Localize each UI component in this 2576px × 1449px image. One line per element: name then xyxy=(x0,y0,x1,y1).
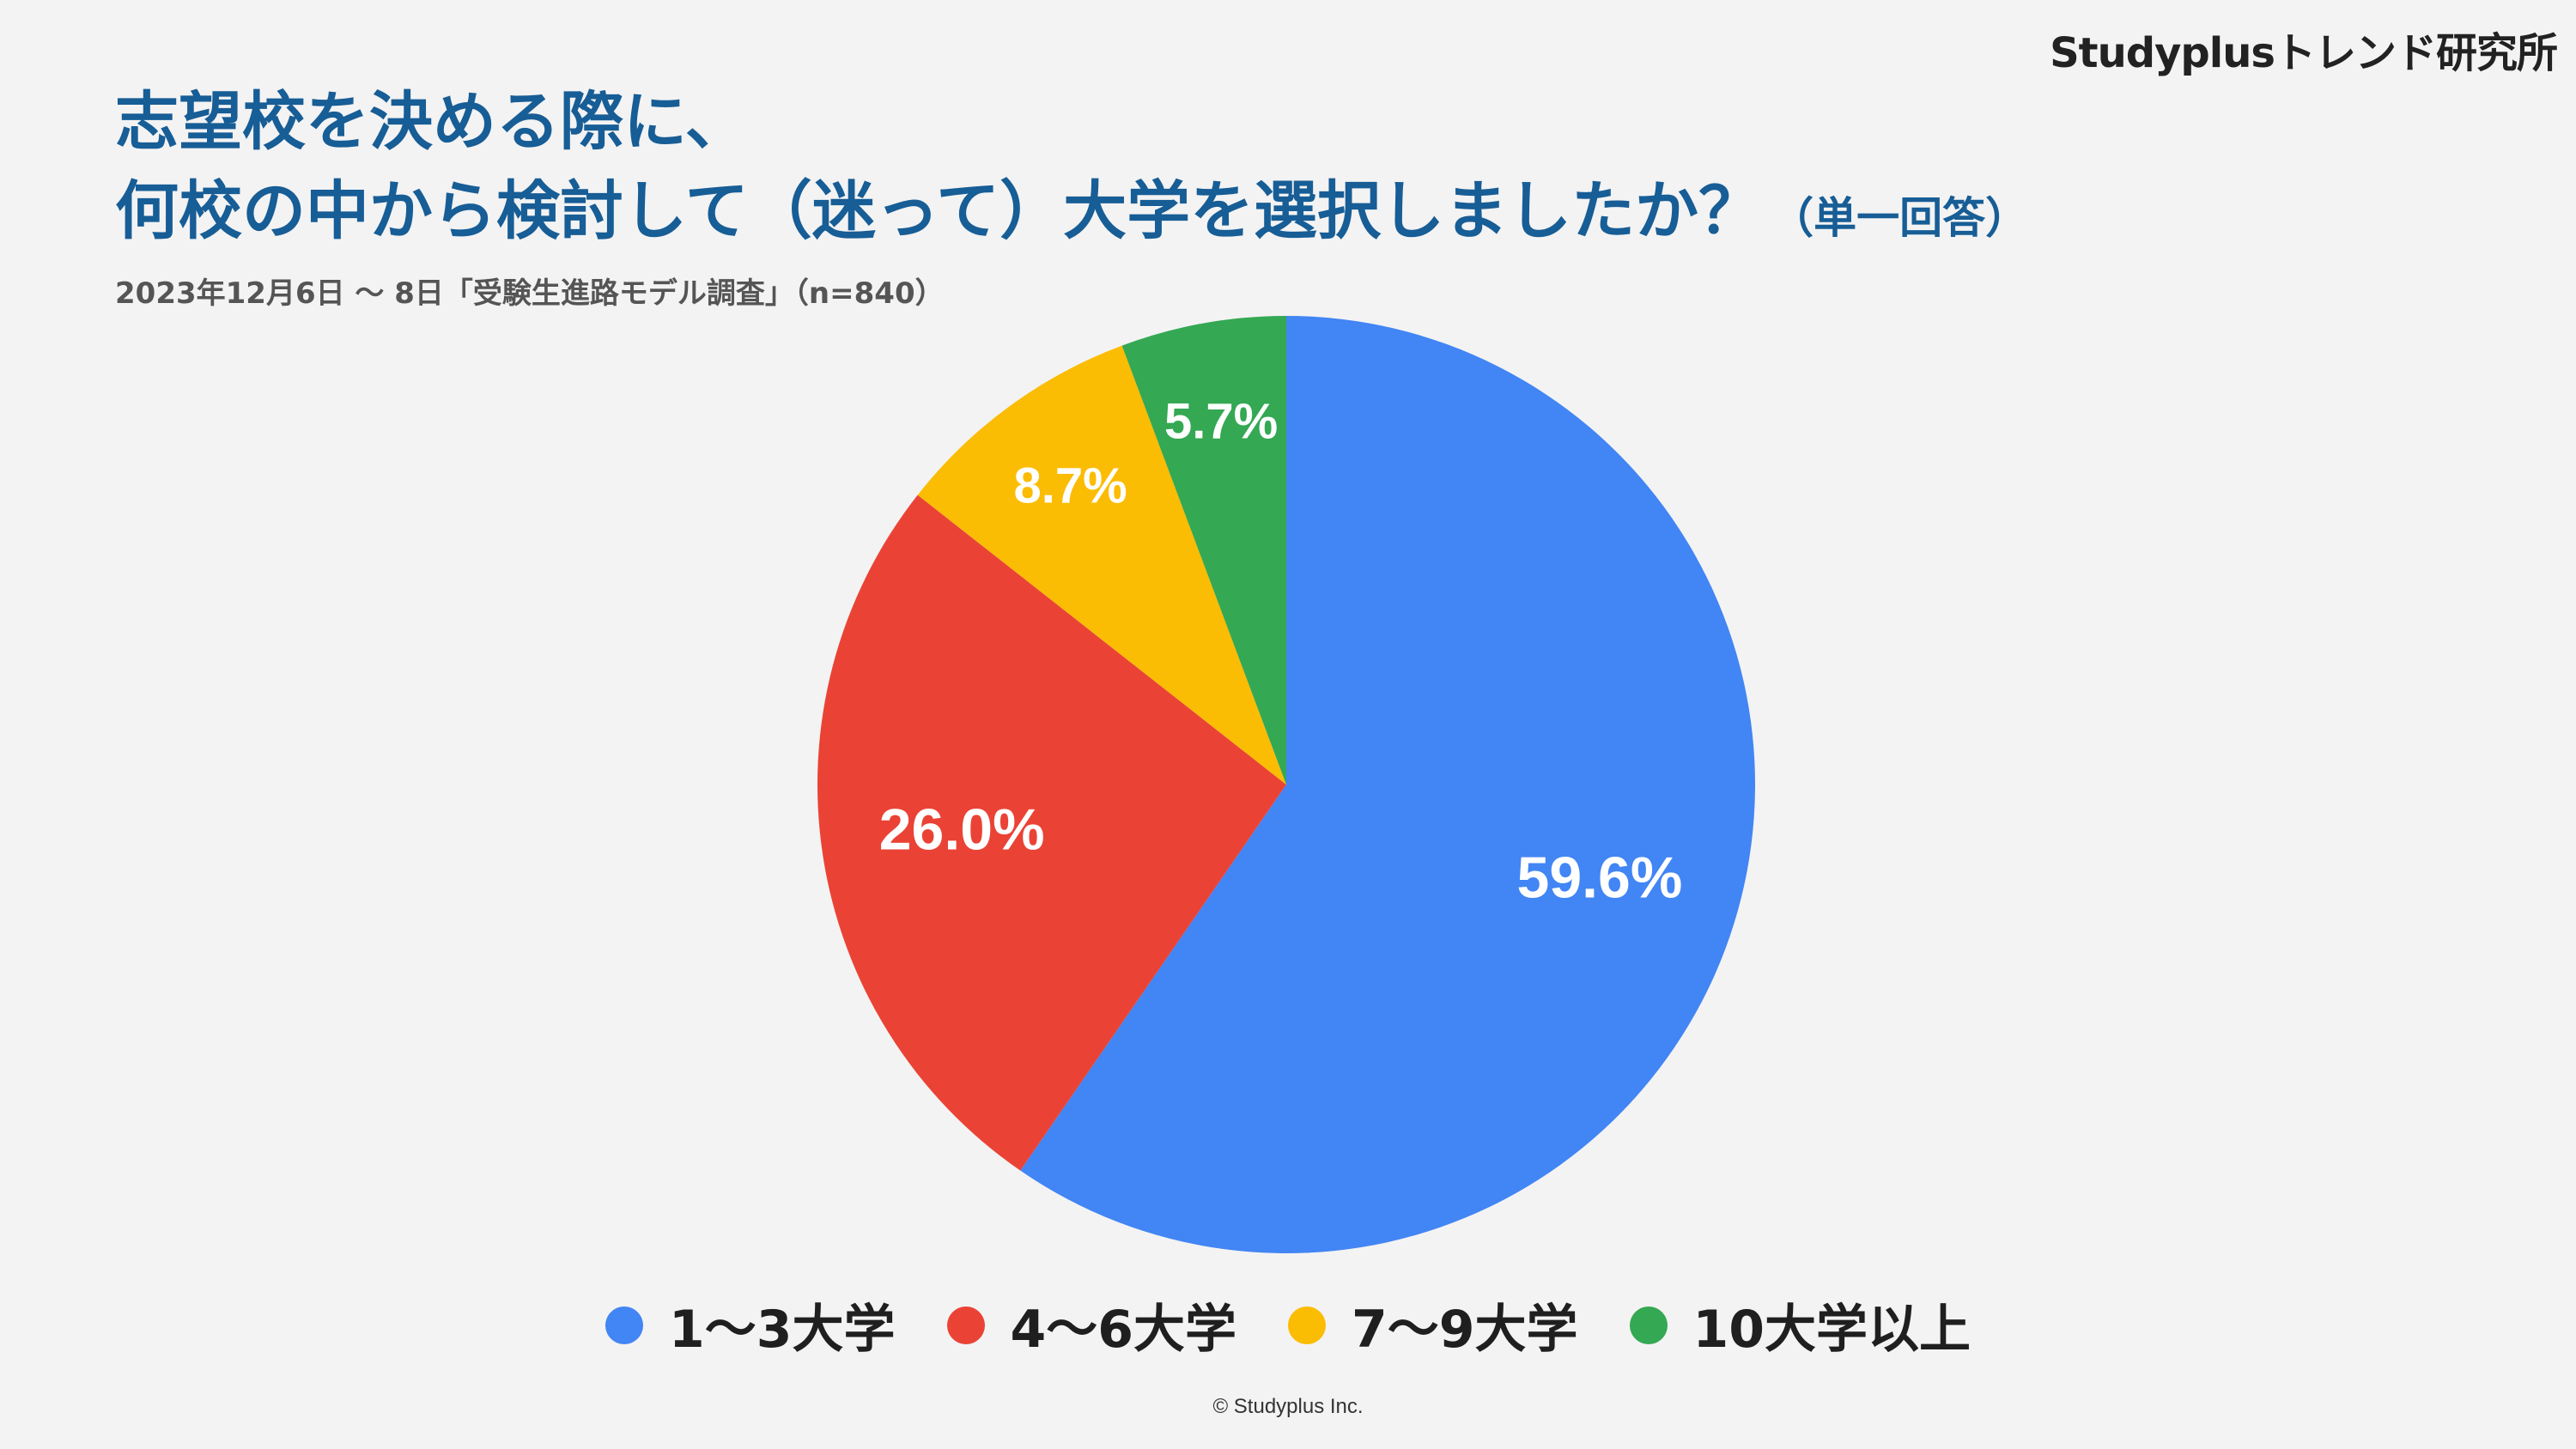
legend-dot-icon xyxy=(1288,1306,1326,1344)
legend-dot-icon xyxy=(605,1306,643,1344)
title-question: 何校の中から検討して（迷って）大学を選択しましたか？ xyxy=(115,174,1763,248)
pie-slice-4 xyxy=(1121,316,1286,785)
copyright: © Studyplus Inc. xyxy=(1212,1395,1364,1418)
title-line-1: 志望校を決める際に、 xyxy=(115,85,749,159)
legend-item-3: 7〜9大学 xyxy=(1288,1288,1578,1362)
pie-slice-1 xyxy=(1020,316,1755,1253)
legend-dot-icon xyxy=(946,1306,985,1344)
legend-item-4: 10大学以上 xyxy=(1629,1288,1971,1362)
slice-value-label-2: 26.0% xyxy=(879,797,1045,862)
legend-label: 1〜3大学 xyxy=(669,1300,896,1360)
legend-label: 10大学以上 xyxy=(1692,1300,1971,1360)
legend-dot-icon xyxy=(1629,1306,1668,1344)
slice-value-label-3: 8.7% xyxy=(1013,458,1127,514)
slice-value-label-1: 59.6% xyxy=(1517,845,1683,910)
legend-item-1: 1〜3大学 xyxy=(605,1288,896,1362)
chart-legend: 1〜3大学 4〜6大学 7〜9大学 10大学以上 xyxy=(0,1288,2576,1362)
legend-label: 4〜6大学 xyxy=(1010,1300,1237,1360)
legend-item-2: 4〜6大学 xyxy=(946,1288,1237,1362)
title-line-2: 何校の中から検討して（迷って）大学を選択しましたか？ （単一回答） xyxy=(115,167,2028,263)
legend-label: 7〜9大学 xyxy=(1352,1300,1578,1360)
title-answer-note: （単一回答） xyxy=(1771,193,2029,243)
brand-logo-text: Studyplusトレンド研究所 xyxy=(2050,29,2558,77)
pie-slice-2 xyxy=(817,494,1286,1171)
survey-subtitle: 2023年12月6日 〜 8日「受験生進路モデル調査」（n=840） xyxy=(115,276,945,311)
chart-title: 志望校を決める際に、 何校の中から検討して（迷って）大学を選択しましたか？ （単一… xyxy=(115,77,2028,263)
pie-slice-3 xyxy=(917,345,1286,785)
slice-value-label-4: 5.7% xyxy=(1164,393,1278,449)
